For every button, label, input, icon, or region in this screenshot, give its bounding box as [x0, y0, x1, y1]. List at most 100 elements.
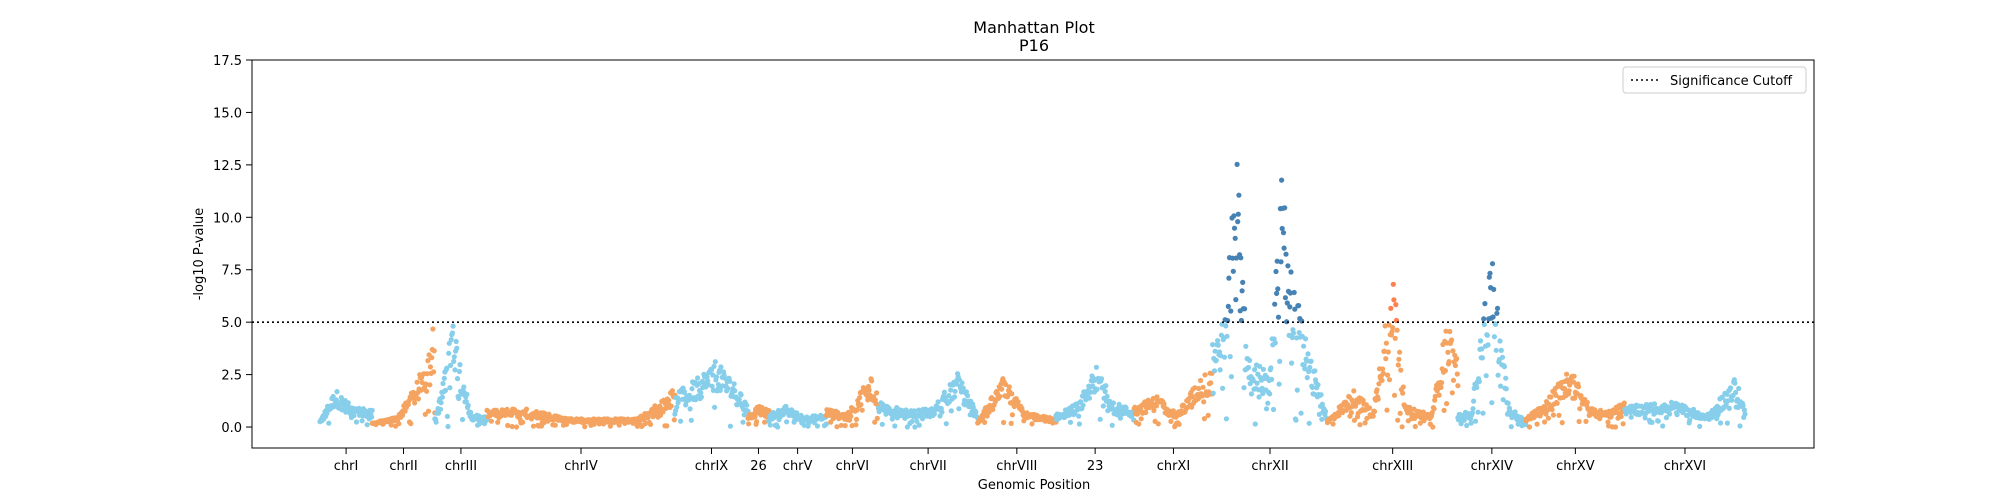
data-point	[1447, 328, 1453, 335]
data-point	[1371, 408, 1378, 415]
data-point	[1452, 362, 1458, 369]
data-point	[1275, 286, 1281, 292]
data-point	[1211, 368, 1218, 374]
data-point	[431, 369, 437, 375]
data-point	[1247, 357, 1253, 363]
data-point	[1224, 333, 1230, 339]
data-point	[1098, 376, 1105, 382]
data-point	[674, 404, 680, 410]
data-point	[1276, 381, 1282, 387]
y-tick-label: 7.5	[221, 264, 242, 279]
data-point	[1322, 408, 1329, 414]
data-point	[660, 409, 666, 415]
data-point	[1470, 406, 1476, 412]
data-point	[1293, 417, 1299, 423]
data-point	[1542, 419, 1548, 425]
data-point	[1267, 391, 1273, 397]
data-point	[982, 419, 988, 425]
data-point	[754, 419, 760, 425]
data-point	[738, 392, 744, 398]
data-point	[1168, 418, 1174, 424]
data-point	[1287, 290, 1293, 296]
data-point	[582, 424, 588, 430]
data-point	[1189, 404, 1195, 410]
data-point	[698, 390, 704, 396]
data-point	[1512, 409, 1518, 415]
data-point	[1103, 383, 1109, 389]
data-point	[1086, 395, 1093, 401]
data-point	[666, 397, 672, 404]
data-point	[973, 409, 979, 415]
data-point	[1717, 420, 1724, 426]
data-point	[1220, 385, 1226, 391]
y-tick-label: 12.5	[213, 159, 242, 174]
data-point	[1217, 367, 1223, 373]
data-point	[1733, 389, 1739, 396]
data-point	[1566, 388, 1572, 394]
data-point	[1200, 384, 1206, 390]
data-point	[1210, 342, 1216, 348]
data-point	[1236, 192, 1242, 198]
data-point	[952, 388, 958, 394]
data-point	[1315, 382, 1321, 388]
data-point	[1240, 279, 1246, 285]
data-point	[1234, 161, 1240, 167]
data-point	[1742, 411, 1748, 417]
data-point	[859, 407, 865, 413]
data-point	[1396, 356, 1402, 362]
data-point	[892, 423, 898, 429]
data-point	[842, 423, 848, 429]
data-point	[1483, 373, 1489, 379]
data-point	[1436, 392, 1442, 398]
data-point	[959, 380, 965, 386]
data-point	[1362, 420, 1368, 426]
data-point	[1584, 399, 1590, 405]
x-tick-label: chrVII	[909, 459, 946, 474]
x-axis-label: Genomic Position	[978, 478, 1090, 493]
data-point	[1202, 372, 1208, 378]
data-point	[1454, 371, 1460, 377]
data-point	[1080, 402, 1086, 408]
data-point	[916, 422, 922, 428]
data-point	[1212, 348, 1218, 354]
data-point	[1006, 384, 1012, 390]
data-point	[1205, 412, 1211, 418]
legend: Significance Cutoff	[1622, 66, 1807, 94]
data-point	[1663, 415, 1669, 421]
data-point	[1376, 381, 1382, 387]
data-point	[1651, 401, 1658, 407]
data-point	[1275, 314, 1282, 320]
data-point	[1318, 392, 1324, 398]
data-point	[1612, 424, 1619, 430]
data-point	[1397, 410, 1403, 416]
data-point	[1398, 367, 1404, 373]
data-point	[1348, 410, 1354, 416]
data-point	[454, 345, 460, 351]
data-point	[727, 378, 733, 384]
data-point	[1468, 420, 1474, 426]
data-point	[1687, 417, 1693, 423]
data-point	[1479, 355, 1485, 361]
data-point	[1729, 397, 1735, 403]
data-point	[1288, 269, 1294, 275]
data-point	[451, 354, 457, 360]
data-point	[1094, 386, 1100, 392]
data-point	[986, 409, 992, 415]
data-point	[425, 408, 432, 414]
data-point	[857, 395, 863, 401]
data-point	[762, 419, 768, 425]
data-point	[1312, 368, 1318, 374]
data-point	[441, 375, 447, 381]
data-point	[853, 416, 860, 422]
x-tick-label: chrXV	[1556, 459, 1595, 474]
data-point	[1302, 336, 1309, 342]
data-point	[1444, 401, 1450, 407]
data-point	[1252, 421, 1258, 427]
data-point	[939, 409, 945, 415]
data-point	[1029, 421, 1035, 427]
data-point	[1009, 412, 1016, 418]
data-point	[1289, 334, 1295, 341]
y-axis-label: -log10 P-value	[192, 208, 207, 301]
data-point	[1153, 403, 1159, 409]
data-point	[1493, 321, 1499, 327]
